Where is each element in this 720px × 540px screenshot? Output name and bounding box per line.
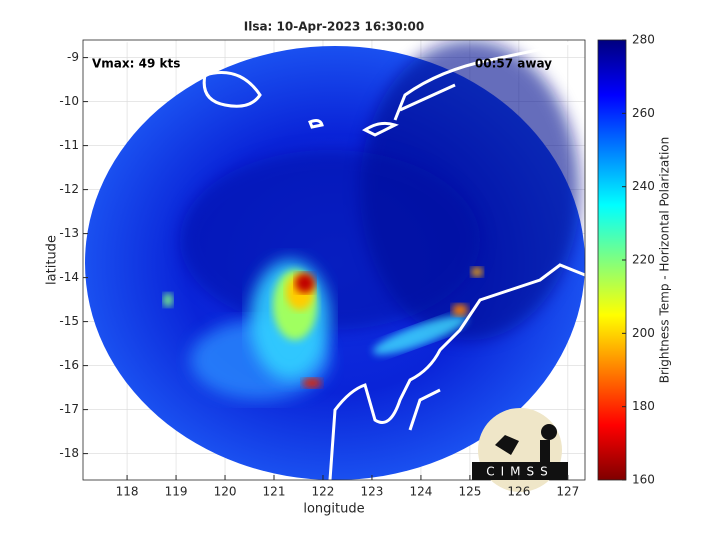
y-tick-label: -10 — [59, 94, 79, 108]
cell — [163, 293, 173, 307]
y-tick-label: -13 — [59, 226, 79, 240]
colorbar-tick-label: 280 — [632, 33, 655, 47]
x-tick-label: 122 — [312, 485, 335, 499]
annotation: Vmax: 49 kts — [92, 57, 180, 71]
image — [83, 40, 585, 480]
x-tick-label: 124 — [409, 485, 432, 499]
y-tick-label: -18 — [59, 446, 79, 460]
colorbar — [597, 39, 627, 481]
x-tick-label: 126 — [507, 485, 530, 499]
x-tick-label: 119 — [165, 485, 188, 499]
cell — [452, 304, 468, 316]
x-tick-label: 121 — [263, 485, 286, 499]
logo-bar — [472, 462, 568, 480]
coastline — [83, 40, 585, 480]
x-tick-label: 125 — [458, 485, 481, 499]
x-tick-label: 123 — [361, 485, 384, 499]
y-axis-label: latitude — [45, 235, 60, 285]
x-tick-label: 120 — [214, 485, 237, 499]
colorbar-tick-label: 260 — [632, 106, 655, 120]
cell — [471, 267, 483, 277]
x-tick-label: 127 — [556, 485, 579, 499]
y-tick-label: -17 — [59, 402, 79, 416]
chart-title: Ilsa: 10-Apr-2023 16:30:00 — [244, 20, 425, 34]
colorbar-label: Brightness Temp - Horizontal Polarizatio… — [658, 137, 672, 384]
y-tick-label: -12 — [59, 182, 79, 196]
y-tick-label: -15 — [59, 314, 79, 328]
colorbar-tick-label: 240 — [632, 179, 655, 193]
colorbar-tick-label: 160 — [632, 473, 655, 487]
x-axis-label: longitude — [303, 502, 364, 517]
annotation: 00:57 away — [475, 57, 552, 71]
cell — [302, 378, 322, 388]
y-tick-label: -11 — [59, 138, 79, 152]
spiral — [180, 150, 480, 330]
logo: CIMSS — [472, 408, 568, 492]
y-tick-label: -9 — [67, 50, 79, 64]
plot-frame — [82, 39, 586, 481]
y-tick-label: -16 — [59, 358, 79, 372]
logo-text: CIMSS — [486, 465, 554, 479]
colorbar-tick-label: 220 — [632, 253, 655, 267]
core — [295, 273, 315, 293]
colorbar-tick-label: 200 — [632, 326, 655, 340]
band — [372, 315, 468, 355]
colorbar-tick-label: 180 — [632, 399, 655, 413]
y-tick-label: -14 — [59, 270, 79, 284]
x-tick-label: 118 — [116, 485, 139, 499]
